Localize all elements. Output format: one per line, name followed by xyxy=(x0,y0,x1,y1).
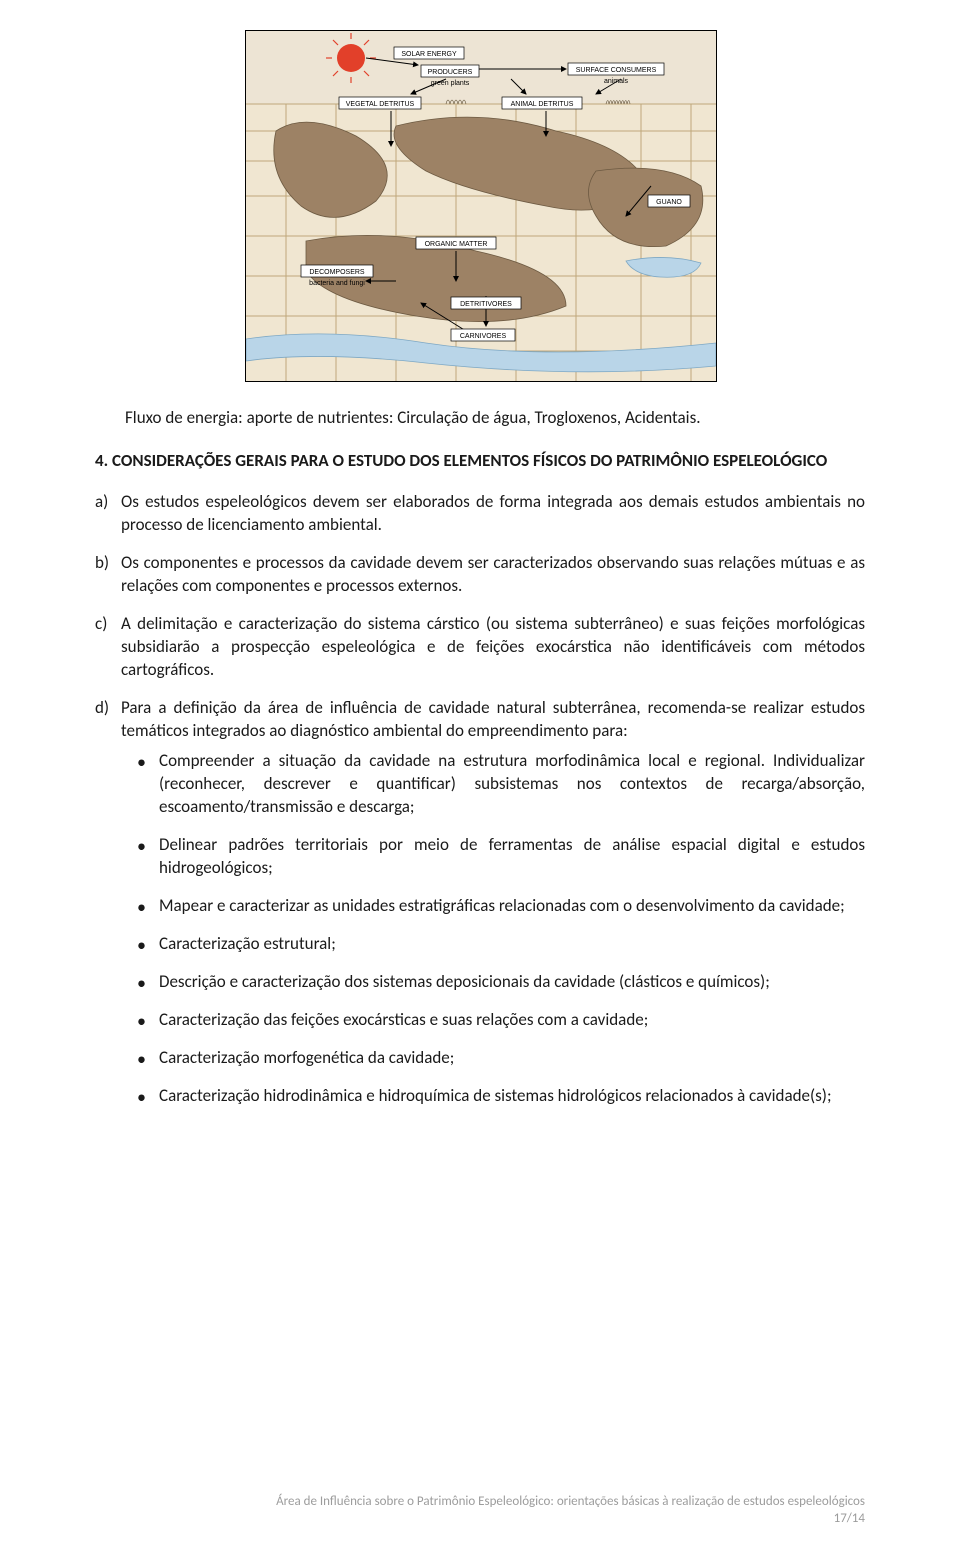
bullet-3: Mapear e caracterizar as unidades estrat… xyxy=(159,895,865,918)
marker-a: a) xyxy=(95,491,121,537)
text-d: Para a definição da área de influência d… xyxy=(121,697,865,1123)
svg-text:ANIMAL DETRITUS: ANIMAL DETRITUS xyxy=(511,101,574,108)
figure-caption: Fluxo de energia: aporte de nutrientes: … xyxy=(95,407,865,428)
list-item-b: b) Os componentes e processos da cavidad… xyxy=(95,552,865,598)
page-footer: Área de Influência sobre o Patrimônio Es… xyxy=(276,1493,865,1528)
bullet-6: Caracterização das feições exocársticas … xyxy=(159,1009,865,1032)
list-item-c: c) A delimitação e caracterização do sis… xyxy=(95,613,865,682)
text-b: Os componentes e processos da cavidade d… xyxy=(121,552,865,598)
label-organic-matter: ORGANIC MATTER xyxy=(416,237,496,249)
marker-c: c) xyxy=(95,613,121,682)
label-detritivores: DETRITIVORES xyxy=(451,297,521,309)
bullet-4: Caracterização estrutural; xyxy=(159,933,865,956)
svg-text:VEGETAL DETRITUS: VEGETAL DETRITUS xyxy=(346,101,415,108)
svg-text:animals: animals xyxy=(604,78,629,85)
footer-page-number: 17/14 xyxy=(276,1510,865,1528)
svg-text:DETRITIVORES: DETRITIVORES xyxy=(460,301,512,308)
label-solar-energy: SOLAR ENERGY xyxy=(394,47,464,59)
label-carnivores: CARNIVORES xyxy=(451,329,515,341)
text-d-intro: Para a definição da área de influência d… xyxy=(121,697,865,741)
list-item-a: a) Os estudos espeleológicos devem ser e… xyxy=(95,491,865,537)
bullet-7: Caracterização morfogenética da cavidade… xyxy=(159,1047,865,1070)
svg-text:bacteria and fungi: bacteria and fungi xyxy=(309,280,365,287)
svg-text:ORGANIC MATTER: ORGANIC MATTER xyxy=(425,241,488,248)
svg-text:SOLAR ENERGY: SOLAR ENERGY xyxy=(401,51,457,58)
svg-text:GUANO: GUANO xyxy=(656,199,682,206)
label-guano: GUANO xyxy=(648,195,690,207)
bullet-2: Delinear padrões territoriais por meio d… xyxy=(159,834,865,880)
label-decomposers: DECOMPOSERS bacteria and fungi xyxy=(301,265,373,287)
bullet-5: Descrição e caracterização dos sistemas … xyxy=(159,971,865,994)
text-c: A delimitação e caracterização do sistem… xyxy=(121,613,865,682)
svg-text:CARNIVORES: CARNIVORES xyxy=(460,333,507,340)
label-vegetal-detritus: VEGETAL DETRITUS xyxy=(339,97,421,109)
marker-b: b) xyxy=(95,552,121,598)
svg-text:green plants: green plants xyxy=(431,80,470,87)
figure-container: SOLAR ENERGY PRODUCERS green plants SURF… xyxy=(245,30,715,387)
section-title: 4. CONSIDERAÇÕES GERAIS PARA O ESTUDO DO… xyxy=(95,450,865,471)
footer-line: Área de Influência sobre o Patrimônio Es… xyxy=(276,1493,865,1511)
svg-text:DECOMPOSERS: DECOMPOSERS xyxy=(309,269,365,276)
svg-text:SURFACE CONSUMERS: SURFACE CONSUMERS xyxy=(576,67,657,74)
svg-text:PRODUCERS: PRODUCERS xyxy=(428,69,473,76)
cave-energy-diagram: SOLAR ENERGY PRODUCERS green plants SURF… xyxy=(245,30,717,382)
ordered-list-alpha: a) Os estudos espeleológicos devem ser e… xyxy=(95,491,865,1123)
bullet-list: Compreender a situação da cavidade na es… xyxy=(121,750,865,1107)
list-item-d: d) Para a definição da área de influênci… xyxy=(95,697,865,1123)
bullet-8: Caracterização hidrodinâmica e hidroquím… xyxy=(159,1085,865,1108)
label-animal-detritus: ANIMAL DETRITUS xyxy=(502,97,582,109)
bullet-1: Compreender a situação da cavidade na es… xyxy=(159,750,865,819)
text-a: Os estudos espeleológicos devem ser elab… xyxy=(121,491,865,537)
marker-d: d) xyxy=(95,697,121,1123)
